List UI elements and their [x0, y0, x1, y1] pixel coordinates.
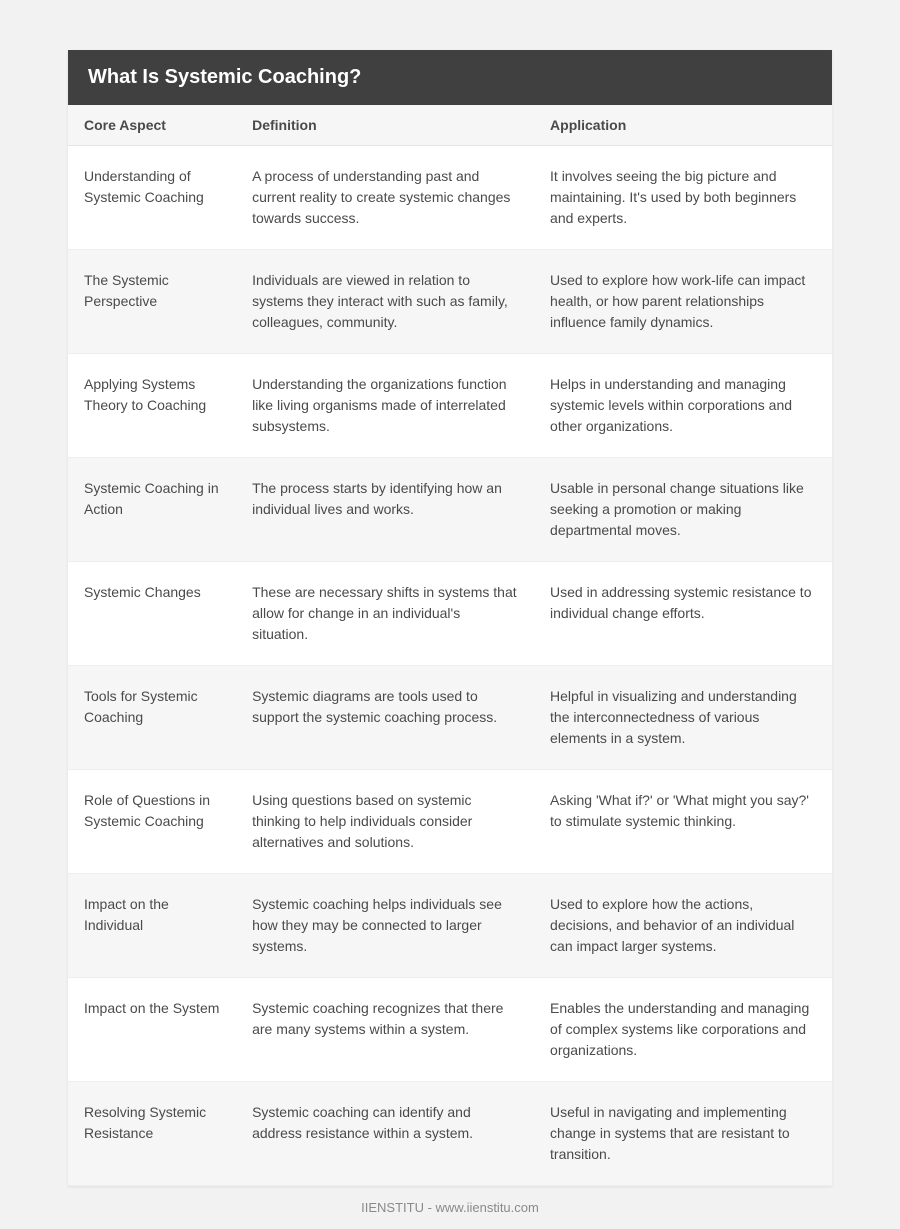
cell-aspect: Understanding of Systemic Coaching — [68, 146, 236, 250]
cell-definition: Systemic diagrams are tools used to supp… — [236, 666, 534, 770]
cell-aspect: Impact on the System — [68, 978, 236, 1082]
table-header-row: Core Aspect Definition Application — [68, 105, 832, 146]
table-row: Impact on the SystemSystemic coaching re… — [68, 978, 832, 1082]
cell-definition: A process of understanding past and curr… — [236, 146, 534, 250]
col-header-application: Application — [534, 105, 832, 146]
table-row: Applying Systems Theory to CoachingUnder… — [68, 354, 832, 458]
cell-application: Used to explore how work-life can impact… — [534, 250, 832, 354]
cell-aspect: The Systemic Perspective — [68, 250, 236, 354]
table-row: Systemic ChangesThese are necessary shif… — [68, 562, 832, 666]
table-row: Resolving Systemic ResistanceSystemic co… — [68, 1082, 832, 1186]
cell-definition: Systemic coaching can identify and addre… — [236, 1082, 534, 1186]
cell-aspect: Tools for Systemic Coaching — [68, 666, 236, 770]
table-row: Understanding of Systemic CoachingA proc… — [68, 146, 832, 250]
page-title: What Is Systemic Coaching? — [68, 50, 832, 105]
cell-application: Usable in personal change situations lik… — [534, 458, 832, 562]
cell-application: Used in addressing systemic resistance t… — [534, 562, 832, 666]
table-row: Role of Questions in Systemic CoachingUs… — [68, 770, 832, 874]
cell-aspect: Impact on the Individual — [68, 874, 236, 978]
cell-definition: Understanding the organizations function… — [236, 354, 534, 458]
table-row: Systemic Coaching in ActionThe process s… — [68, 458, 832, 562]
cell-aspect: Applying Systems Theory to Coaching — [68, 354, 236, 458]
cell-definition: The process starts by identifying how an… — [236, 458, 534, 562]
footer-attribution: IIENSTITU - www.iienstitu.com — [68, 1186, 832, 1229]
table-row: Impact on the IndividualSystemic coachin… — [68, 874, 832, 978]
cell-definition: Systemic coaching recognizes that there … — [236, 978, 534, 1082]
col-header-aspect: Core Aspect — [68, 105, 236, 146]
cell-definition: Systemic coaching helps individuals see … — [236, 874, 534, 978]
content-card: What Is Systemic Coaching? Core Aspect D… — [68, 50, 832, 1186]
cell-definition: Individuals are viewed in relation to sy… — [236, 250, 534, 354]
col-header-definition: Definition — [236, 105, 534, 146]
cell-application: Helpful in visualizing and understanding… — [534, 666, 832, 770]
systemic-coaching-table: Core Aspect Definition Application Under… — [68, 105, 832, 1186]
cell-aspect: Systemic Changes — [68, 562, 236, 666]
cell-application: Useful in navigating and implementing ch… — [534, 1082, 832, 1186]
table-body: Understanding of Systemic CoachingA proc… — [68, 146, 832, 1186]
table-row: Tools for Systemic CoachingSystemic diag… — [68, 666, 832, 770]
cell-aspect: Systemic Coaching in Action — [68, 458, 236, 562]
cell-aspect: Resolving Systemic Resistance — [68, 1082, 236, 1186]
cell-aspect: Role of Questions in Systemic Coaching — [68, 770, 236, 874]
cell-application: Enables the understanding and managing o… — [534, 978, 832, 1082]
cell-definition: These are necessary shifts in systems th… — [236, 562, 534, 666]
cell-application: Helps in understanding and managing syst… — [534, 354, 832, 458]
cell-application: Asking 'What if?' or 'What might you say… — [534, 770, 832, 874]
table-row: The Systemic PerspectiveIndividuals are … — [68, 250, 832, 354]
cell-definition: Using questions based on systemic thinki… — [236, 770, 534, 874]
cell-application: Used to explore how the actions, decisio… — [534, 874, 832, 978]
cell-application: It involves seeing the big picture and m… — [534, 146, 832, 250]
